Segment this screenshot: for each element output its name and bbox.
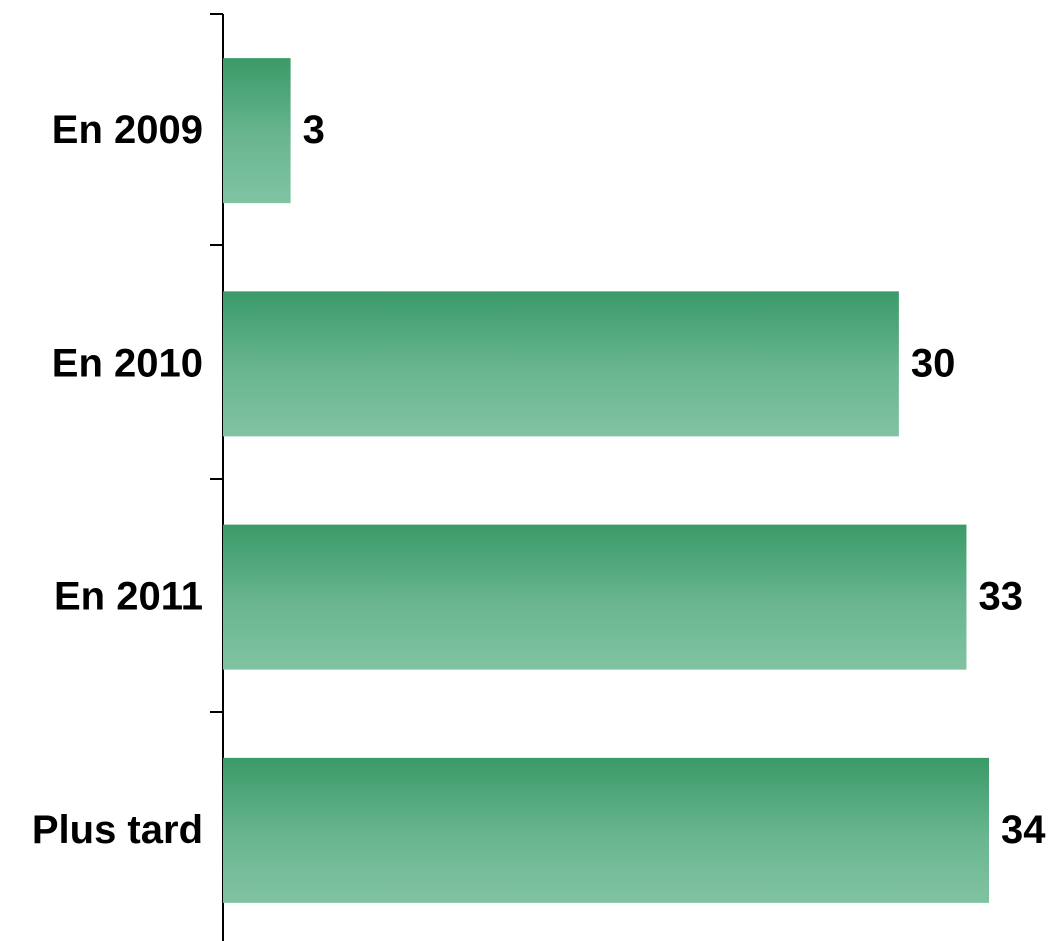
value-label: 33 [978, 575, 1023, 619]
value-label: 30 [911, 341, 956, 385]
axis [210, 13, 224, 941]
category-label: En 2011 [54, 575, 203, 619]
value-label: 34 [1001, 808, 1046, 852]
bar [223, 58, 291, 204]
category-label: Plus tard [32, 808, 203, 852]
category-label: En 2009 [52, 108, 203, 152]
bar [223, 291, 899, 437]
bar [223, 757, 989, 903]
category-label: En 2010 [52, 341, 203, 385]
value-label: 3 [303, 108, 325, 152]
bar [223, 524, 967, 670]
